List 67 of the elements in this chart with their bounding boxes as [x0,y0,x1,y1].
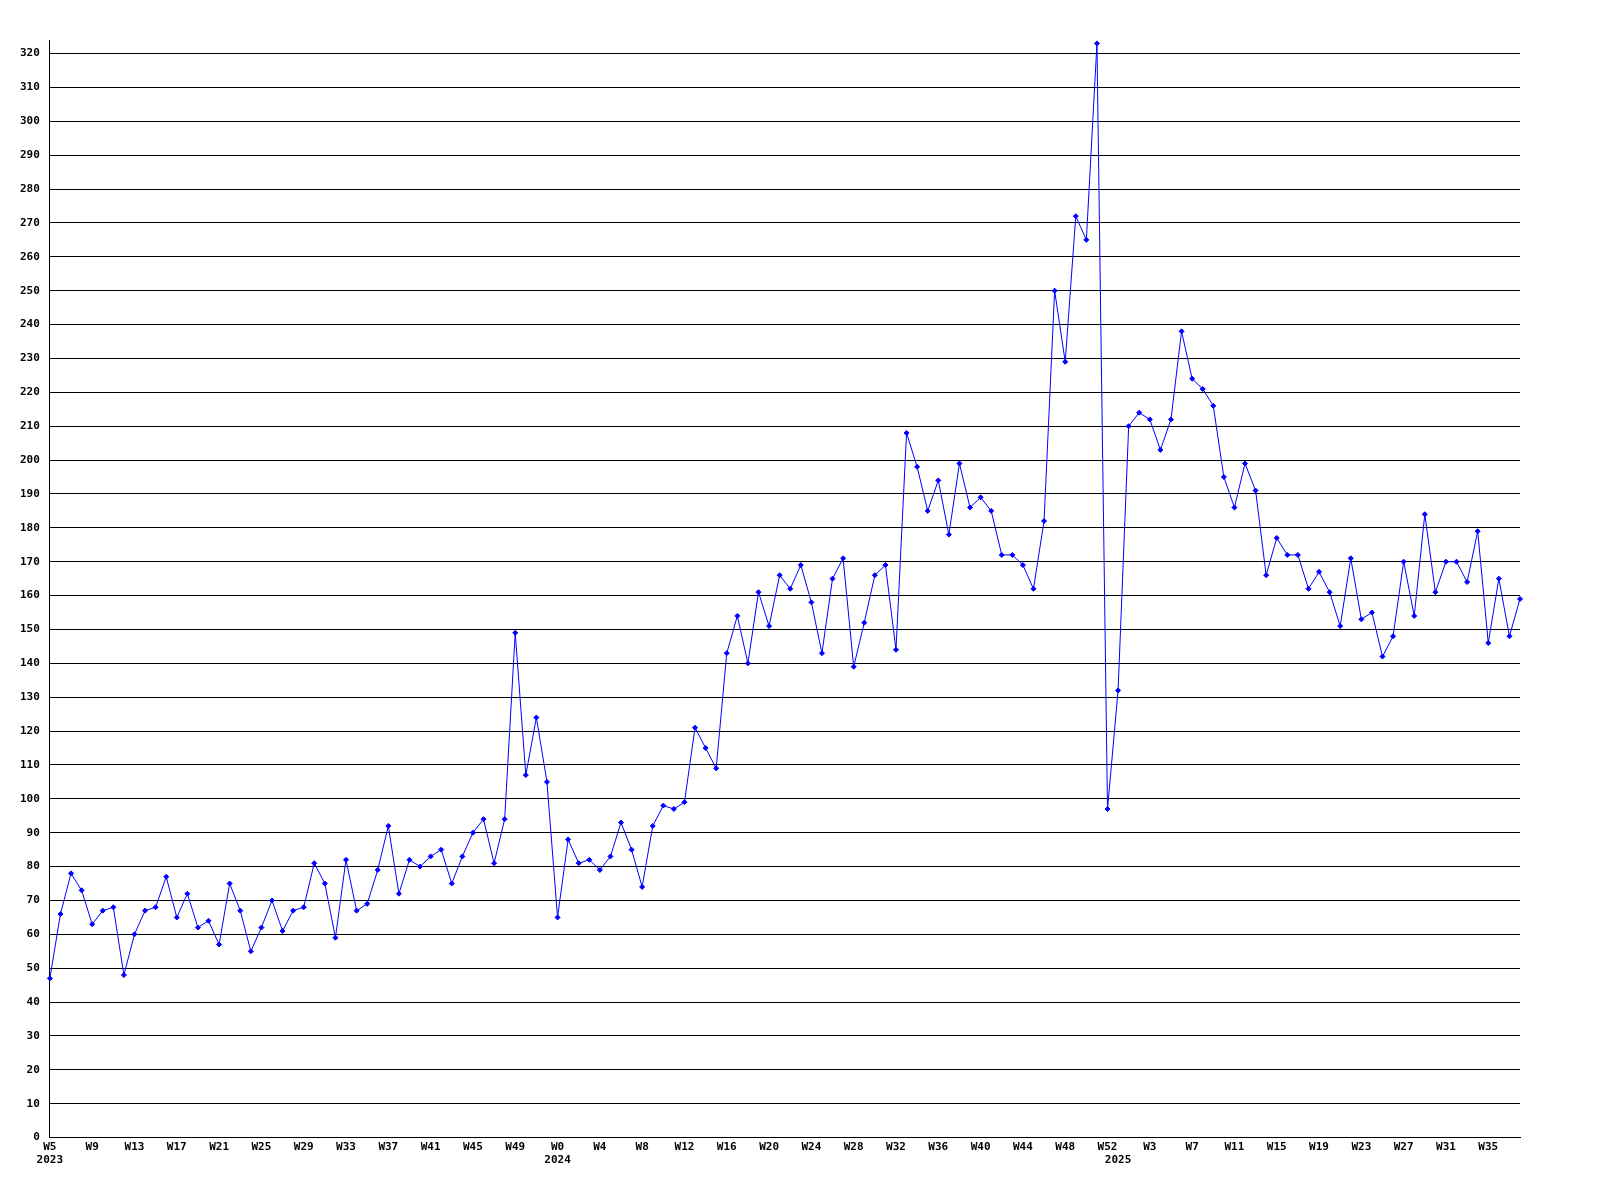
x-tick-label: W4 [593,1140,607,1154]
y-tick-label: 40 [26,994,40,1008]
x-tick-label: 2025 [1104,1153,1132,1167]
x-tick-label: W20 [759,1140,780,1154]
y-tick-label: 20 [26,1062,40,1076]
y-tick-label: 110 [19,757,40,771]
y-tick-label: 290 [19,148,40,162]
y-tick-label: 270 [19,215,40,229]
x-tick-label: W23 [1351,1140,1372,1154]
y-tick-label: 130 [19,690,40,704]
y-tick-label: 50 [26,961,40,975]
y-tick-label: 170 [19,554,40,568]
x-tick-label: W36 [928,1140,949,1154]
y-tick-label: 310 [19,80,40,94]
x-tick-label: W29 [293,1140,314,1154]
x-tick-label: W3 [1143,1140,1157,1154]
y-tick-label: 300 [19,114,40,128]
y-tick-label: 190 [19,486,40,500]
x-tick-label: W48 [1055,1140,1076,1154]
y-tick-label: 140 [19,656,40,670]
y-tick-label: 30 [26,1028,40,1042]
y-tick-label: 120 [19,723,40,737]
y-tick-label: 60 [26,927,40,941]
y-tick-label: 150 [19,622,40,636]
x-tick-label: W35 [1478,1140,1499,1154]
x-tick-label: W49 [505,1140,526,1154]
x-tick-label: W16 [716,1140,738,1154]
x-tick-label: W12 [674,1140,695,1154]
y-tick-label: 80 [26,859,40,873]
x-tick-label: W19 [1309,1140,1329,1154]
y-tick-label: 180 [19,520,40,534]
y-tick-label: 210 [19,419,40,433]
x-tick-label: W33 [336,1140,356,1154]
x-tick-label: W31 [1436,1140,1457,1154]
x-tick-label: W17 [166,1140,187,1154]
x-tick-label: W0 2024 [544,1140,572,1167]
x-tick-label: W28 [843,1140,864,1154]
x-tick-label: W25 [251,1140,272,1154]
x-tick-label: W37 [378,1140,399,1154]
x-tick-label: W41 [420,1140,441,1154]
y-tick-label: 320 [19,46,40,60]
y-tick-label: 280 [19,181,40,195]
x-tick-label: W11 [1224,1140,1245,1154]
y-tick-label: 160 [19,588,40,602]
x-tick-label: W8 [635,1140,649,1154]
x-tick-label: W44 [1012,1140,1034,1154]
y-tick-label: 90 [26,825,40,839]
y-tick-label: 250 [19,283,40,297]
y-tick-label: 260 [19,249,40,263]
x-tick-label: W27 [1393,1140,1414,1154]
x-tick-label: W21 [209,1140,230,1154]
y-tick-label: 70 [26,893,40,907]
x-tick-label: W45 [462,1140,483,1154]
y-tick-label: 240 [19,317,40,331]
y-tick-label: 220 [19,385,40,399]
x-tick-label: W13 [124,1140,145,1154]
y-tick-label: 100 [19,791,40,805]
y-tick-label: 230 [19,351,40,365]
y-tick-label: 10 [26,1096,40,1110]
y-tick-label: 200 [19,452,40,466]
x-tick-label: W52 [1097,1140,1118,1154]
x-tick-label: W15 [1266,1140,1287,1154]
x-tick-label: W7 [1185,1140,1199,1154]
x-tick-label: W40 [970,1140,991,1154]
x-tick-label: W24 [801,1140,822,1154]
x-tick-label: W9 [85,1140,99,1154]
x-tick-label: W32 [886,1140,906,1154]
